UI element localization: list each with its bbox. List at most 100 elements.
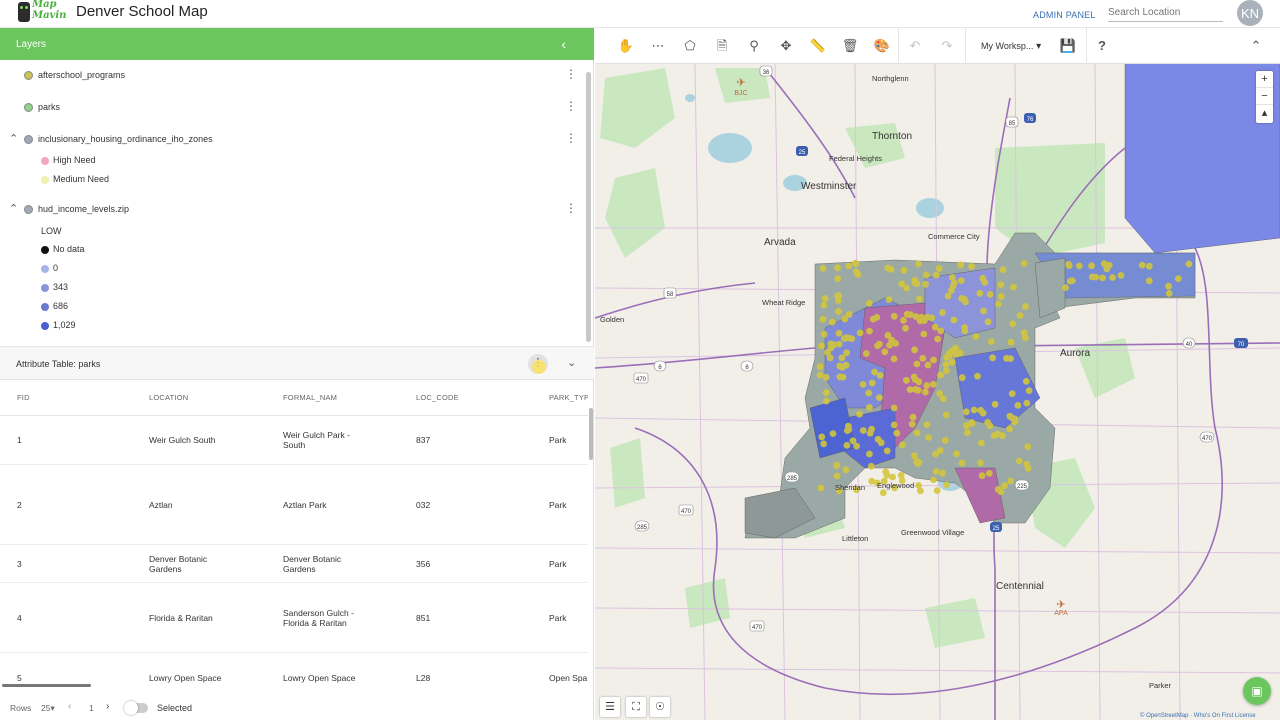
program-point[interactable] <box>1007 477 1015 485</box>
layer-menu-icon[interactable]: ⋮ <box>565 201 577 215</box>
program-point[interactable] <box>932 468 940 475</box>
table-vertical-scrollbar[interactable] <box>589 408 593 460</box>
program-point[interactable] <box>1024 465 1032 472</box>
program-point[interactable] <box>911 386 919 393</box>
program-point[interactable] <box>1022 377 1030 385</box>
program-point[interactable] <box>939 469 946 477</box>
program-point[interactable] <box>835 308 842 315</box>
program-point[interactable] <box>977 406 985 414</box>
program-point[interactable] <box>859 427 867 434</box>
program-point[interactable] <box>1014 402 1022 409</box>
program-point[interactable] <box>936 447 944 454</box>
program-point[interactable] <box>820 440 827 448</box>
program-point[interactable] <box>974 372 981 380</box>
program-point[interactable] <box>1007 338 1015 346</box>
zoom-in-icon[interactable]: + <box>1256 71 1273 88</box>
program-point[interactable] <box>911 346 918 354</box>
program-point[interactable] <box>933 487 941 495</box>
selected-toggle[interactable] <box>124 701 148 715</box>
program-point[interactable] <box>932 323 939 331</box>
program-point[interactable] <box>937 327 945 335</box>
program-point[interactable] <box>1145 277 1153 285</box>
program-point[interactable] <box>816 363 824 370</box>
program-point[interactable] <box>856 329 864 337</box>
program-point[interactable] <box>995 300 1002 308</box>
layers-stack-icon[interactable]: ☰ <box>600 697 620 717</box>
program-point[interactable] <box>915 378 923 386</box>
program-point[interactable] <box>968 263 975 270</box>
program-point[interactable] <box>952 344 959 352</box>
chevron-up-icon[interactable]: ⌃ <box>9 203 19 215</box>
layer-menu-icon[interactable]: ⋮ <box>565 99 577 113</box>
program-point[interactable] <box>986 291 994 298</box>
measure-line-icon[interactable]: ⋯ <box>651 38 665 53</box>
column-header-location[interactable]: LOCATION <box>149 393 189 402</box>
program-point[interactable] <box>893 429 901 437</box>
add-file-icon[interactable]: 🗎 <box>716 38 728 53</box>
program-point[interactable] <box>948 358 956 366</box>
program-point[interactable] <box>936 390 943 397</box>
program-point[interactable] <box>916 317 924 325</box>
program-point[interactable] <box>920 330 928 338</box>
program-point[interactable] <box>984 318 992 326</box>
program-point[interactable] <box>997 281 1005 288</box>
column-header-fid[interactable]: FID <box>17 393 30 402</box>
program-point[interactable] <box>903 376 910 384</box>
program-point[interactable] <box>869 315 877 323</box>
map-canvas[interactable]: 36 85 76 25 58 6 6 470 70 40 225 470 285… <box>595 28 1280 720</box>
program-point[interactable] <box>891 484 898 492</box>
column-header-park-type[interactable]: PARK_TYP <box>549 393 588 402</box>
program-point[interactable] <box>939 309 946 316</box>
program-point[interactable] <box>888 336 896 344</box>
undo-icon[interactable]: ↶ <box>909 38 921 53</box>
layers-scrollbar[interactable] <box>586 72 591 342</box>
program-point[interactable] <box>962 298 969 306</box>
program-point[interactable] <box>963 408 970 416</box>
program-point[interactable] <box>977 459 984 467</box>
program-point[interactable] <box>876 340 883 348</box>
screen-share-icon[interactable]: ▣ <box>1243 677 1271 705</box>
program-point[interactable] <box>843 349 850 357</box>
program-point[interactable] <box>845 311 853 318</box>
program-point[interactable] <box>922 388 929 396</box>
program-point[interactable] <box>941 436 949 444</box>
table-row[interactable]: 2 Aztlan Aztlan Park 032 Park <box>0 465 588 545</box>
rows-per-page-select[interactable]: 25▾ <box>41 703 55 713</box>
program-point[interactable] <box>834 275 842 283</box>
program-point[interactable] <box>902 324 909 332</box>
next-page-icon[interactable]: › <box>106 701 110 712</box>
program-point[interactable] <box>968 419 976 426</box>
program-point[interactable] <box>817 484 825 492</box>
program-point[interactable] <box>958 374 966 382</box>
program-point[interactable] <box>999 432 1006 440</box>
program-point[interactable] <box>912 313 920 320</box>
program-point[interactable] <box>952 350 960 358</box>
program-point[interactable] <box>957 261 965 269</box>
program-point[interactable] <box>827 340 835 348</box>
program-point[interactable] <box>890 312 898 320</box>
program-point[interactable] <box>932 450 939 458</box>
program-point[interactable] <box>934 335 941 343</box>
program-point[interactable] <box>1016 312 1024 319</box>
program-point[interactable] <box>899 441 906 449</box>
redo-icon[interactable]: ↷ <box>941 38 953 53</box>
program-point[interactable] <box>908 420 916 428</box>
program-point[interactable] <box>898 280 906 288</box>
program-point[interactable] <box>922 281 929 288</box>
program-point[interactable] <box>845 422 852 430</box>
program-point[interactable] <box>841 315 849 323</box>
program-point[interactable] <box>930 380 937 388</box>
program-point[interactable] <box>820 330 828 338</box>
program-point[interactable] <box>849 437 857 445</box>
program-point[interactable] <box>881 348 889 356</box>
program-point[interactable] <box>828 318 836 326</box>
program-point[interactable] <box>1100 260 1108 268</box>
program-point[interactable] <box>876 371 884 379</box>
table-row[interactable]: 1 Weir Gulch South Weir Gulch Park - Sou… <box>0 416 588 465</box>
program-point[interactable] <box>880 477 888 485</box>
program-point[interactable] <box>1165 290 1173 297</box>
fullscreen-icon[interactable]: ⛶ <box>626 697 646 717</box>
table-horizontal-scrollbar[interactable] <box>2 684 91 687</box>
program-point[interactable] <box>835 340 843 348</box>
program-point[interactable] <box>910 373 918 381</box>
